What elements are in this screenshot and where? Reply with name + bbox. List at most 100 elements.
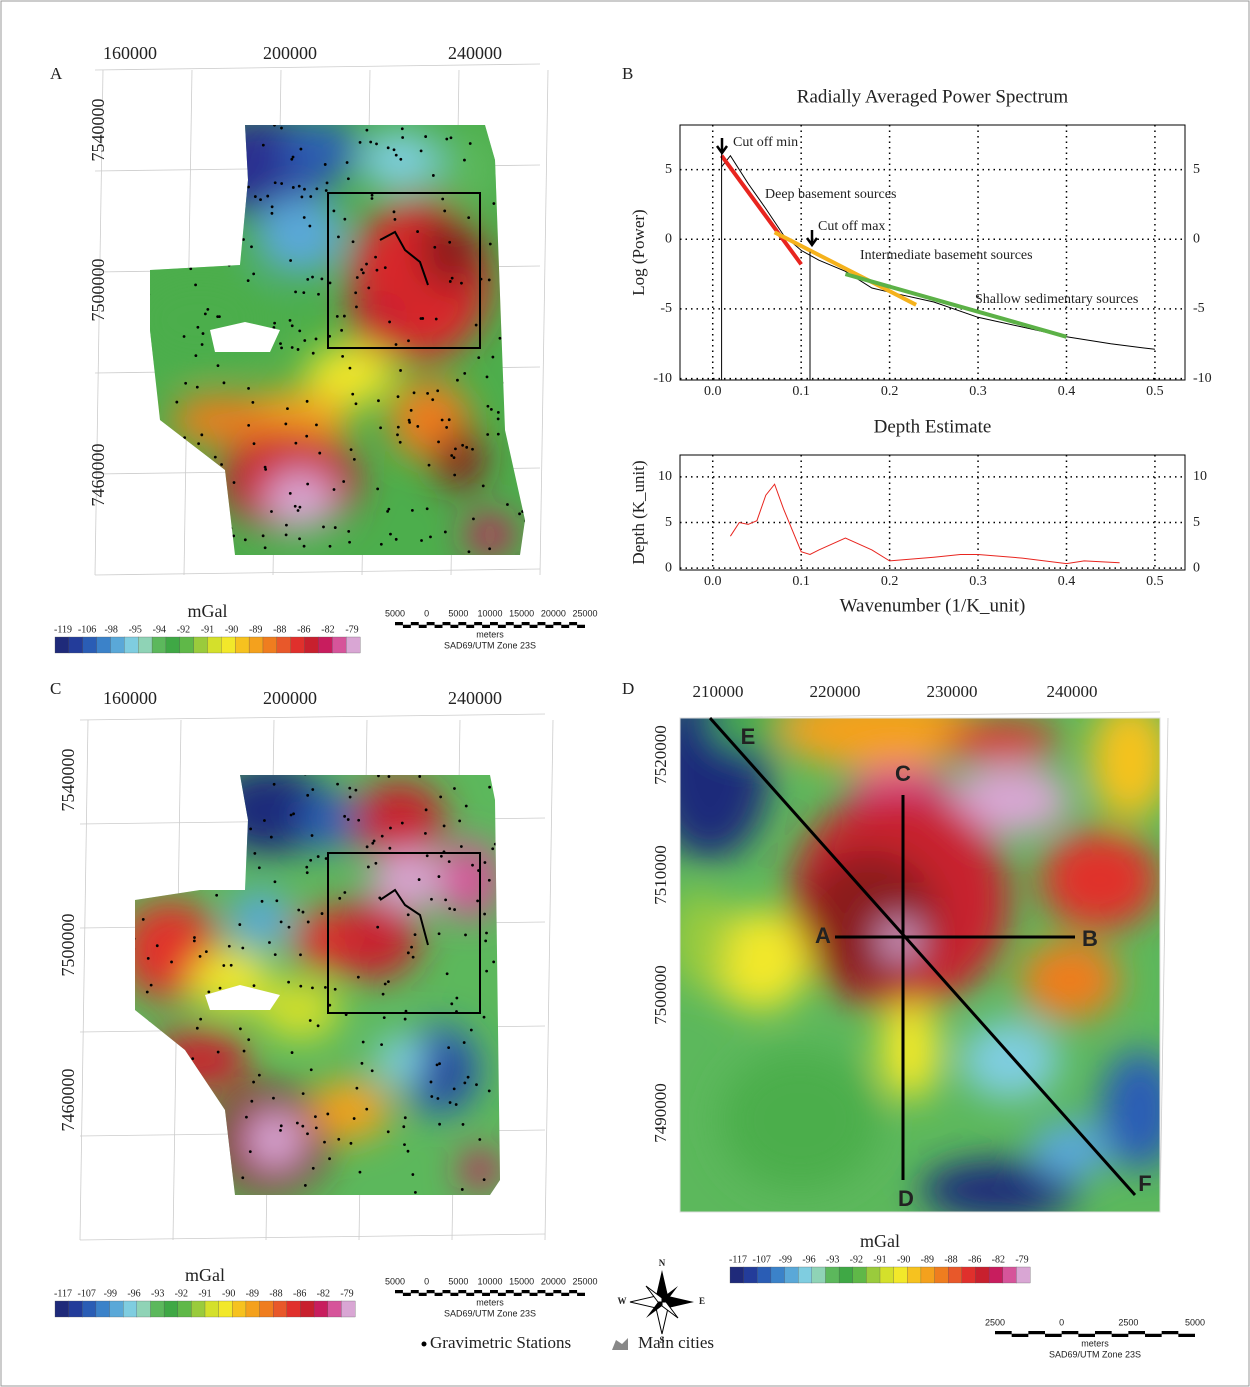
station <box>309 195 313 198</box>
station <box>301 569 304 572</box>
station <box>407 76 410 79</box>
station <box>130 875 133 878</box>
station <box>261 534 265 538</box>
station <box>197 192 201 196</box>
station <box>534 1053 537 1056</box>
station <box>506 1217 509 1220</box>
station <box>386 980 390 984</box>
colorbar-step <box>743 1266 758 1284</box>
station <box>529 71 532 74</box>
station <box>491 743 494 746</box>
station <box>399 157 403 161</box>
station <box>370 197 374 200</box>
station <box>105 1094 108 1097</box>
station <box>135 1121 139 1124</box>
station <box>450 1002 454 1006</box>
station <box>93 835 96 838</box>
annotation: Intermediate basement sources <box>860 248 1033 263</box>
anomaly <box>230 890 290 950</box>
station <box>400 127 404 131</box>
station <box>505 272 508 276</box>
map-grid <box>94 568 541 576</box>
colorbar-step <box>784 1266 799 1284</box>
station <box>348 795 352 799</box>
station <box>516 450 520 454</box>
station <box>168 864 172 868</box>
station <box>369 140 373 144</box>
station <box>383 266 387 270</box>
scale-segment <box>434 625 443 628</box>
colorbar-step <box>109 1300 124 1318</box>
colorbar-label: -106 <box>78 624 96 635</box>
scale-segment <box>426 622 435 625</box>
station <box>167 69 170 72</box>
station <box>127 727 130 730</box>
scale-segment <box>577 1293 585 1296</box>
station <box>492 202 496 205</box>
station <box>301 1092 305 1096</box>
station <box>425 507 429 511</box>
anomaly <box>170 395 270 445</box>
station <box>132 140 135 143</box>
station <box>381 992 385 996</box>
station <box>242 1049 246 1053</box>
station <box>334 95 337 98</box>
station <box>197 442 201 446</box>
station <box>449 136 453 140</box>
station <box>182 754 185 757</box>
station <box>246 1217 249 1220</box>
station <box>127 995 130 998</box>
station <box>505 734 508 737</box>
station <box>533 76 536 79</box>
station <box>195 488 199 491</box>
station <box>215 893 219 897</box>
station <box>237 823 240 827</box>
station <box>445 426 449 429</box>
colorbar-step <box>110 636 125 654</box>
anomaly <box>1030 1120 1110 1180</box>
station <box>153 75 156 78</box>
anomaly <box>1090 718 1160 820</box>
anomaly <box>320 900 420 980</box>
station <box>279 1124 283 1128</box>
station <box>375 268 379 272</box>
station <box>172 94 175 97</box>
station <box>272 782 276 786</box>
station <box>175 449 179 453</box>
station <box>150 469 153 472</box>
station <box>138 724 141 727</box>
colorbar-label: -96 <box>127 1288 140 1299</box>
station <box>128 373 131 376</box>
station <box>119 198 122 201</box>
station <box>303 723 306 726</box>
station <box>453 908 456 911</box>
station <box>440 418 444 422</box>
station <box>135 973 136 977</box>
station <box>323 986 327 989</box>
station <box>88 895 91 898</box>
station <box>303 339 307 342</box>
station <box>392 210 396 214</box>
station <box>290 1051 294 1054</box>
scale-segment <box>545 1293 554 1296</box>
map-y-tick: 7520000 <box>651 725 670 785</box>
x-tick-label: 0.0 <box>704 574 722 589</box>
station <box>273 181 277 185</box>
station <box>463 371 467 375</box>
station <box>386 509 389 513</box>
station <box>112 834 115 837</box>
scale-segment <box>505 622 514 625</box>
station <box>396 425 400 429</box>
colorbar-step <box>54 636 70 654</box>
scale-segment <box>529 1293 538 1296</box>
compass: N S E W <box>618 1258 706 1345</box>
station <box>488 785 492 789</box>
station <box>243 538 247 542</box>
station <box>398 440 402 444</box>
colorbar-label: -94 <box>153 624 166 635</box>
station <box>273 125 276 127</box>
map-grid <box>79 719 89 1241</box>
station <box>361 1040 365 1044</box>
station <box>365 845 369 849</box>
station <box>201 152 205 156</box>
